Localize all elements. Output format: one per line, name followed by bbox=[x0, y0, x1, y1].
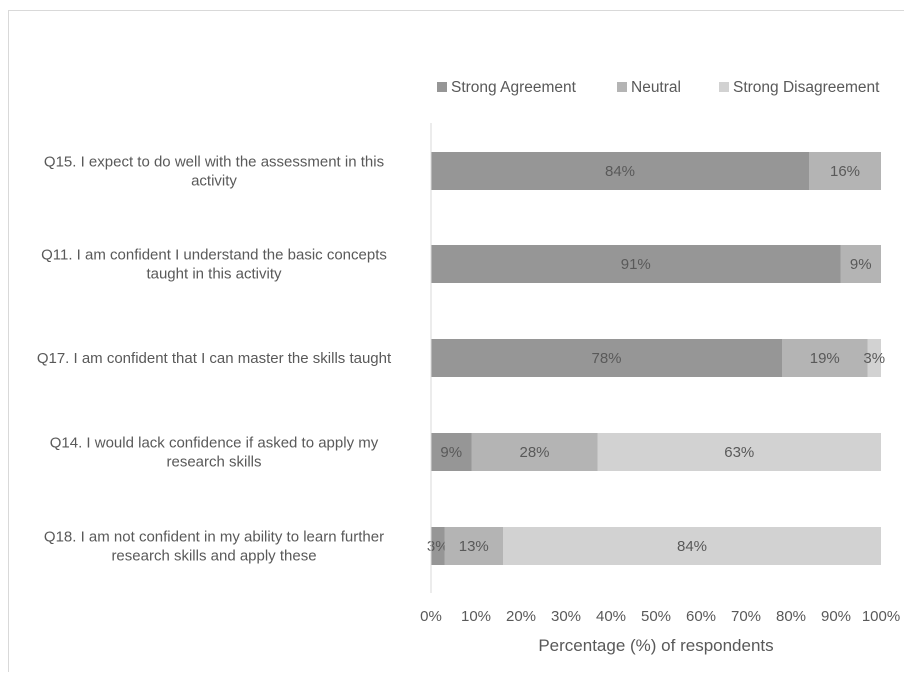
x-tick-label: 70% bbox=[731, 608, 761, 625]
bar-segment bbox=[431, 152, 809, 190]
chart-frame bbox=[8, 10, 904, 672]
data-label: 78% bbox=[591, 350, 621, 367]
x-tick-label: 0% bbox=[420, 608, 442, 625]
category-label: Q15. I expect to do well with the assess… bbox=[44, 154, 384, 171]
data-label: 91% bbox=[621, 256, 651, 273]
x-tick-label: 90% bbox=[821, 608, 851, 625]
bar-segment bbox=[431, 339, 782, 377]
x-tick-label: 10% bbox=[461, 608, 491, 625]
x-tick-label: 40% bbox=[596, 608, 626, 625]
bar-segment bbox=[809, 152, 881, 190]
data-label: 9% bbox=[850, 256, 872, 273]
data-label: 84% bbox=[605, 163, 635, 180]
category-label: research skills and apply these bbox=[111, 548, 316, 565]
bar-segment bbox=[444, 527, 503, 565]
category-label: research skills bbox=[166, 454, 261, 471]
data-label: 9% bbox=[440, 444, 462, 461]
data-label: 28% bbox=[519, 444, 549, 461]
data-label: 3% bbox=[427, 538, 449, 555]
x-tick-label: 30% bbox=[551, 608, 581, 625]
x-tick-label: 60% bbox=[686, 608, 716, 625]
category-label: Q18. I am not confident in my ability to… bbox=[44, 529, 384, 546]
category-label: Q14. I would lack confidence if asked to… bbox=[50, 435, 379, 452]
legend-swatch-1 bbox=[617, 82, 627, 92]
bar-segment bbox=[431, 245, 841, 283]
legend-label-0: Strong Agreement bbox=[451, 79, 577, 96]
bars: 84% 16% 91% 9% 78% 19% 3% 9% 28% 63% 3% 13% 84% bbox=[427, 152, 885, 565]
category-label: Q17. I am confident that I can master th… bbox=[37, 350, 392, 367]
x-tick-label: 20% bbox=[506, 608, 536, 625]
x-tick-label: 80% bbox=[776, 608, 806, 625]
data-label: 3% bbox=[863, 350, 885, 367]
legend-swatch-2 bbox=[719, 82, 729, 92]
legend: Strong Agreement Neutral Strong Disagreeme… bbox=[437, 79, 880, 96]
data-label: 84% bbox=[677, 538, 707, 555]
data-label: 19% bbox=[810, 350, 840, 367]
x-axis-title: Percentage (%) of respondents bbox=[538, 636, 773, 655]
category-label: taught in this activity bbox=[146, 266, 282, 283]
category-label: Q11. I am confident I understand the bas… bbox=[41, 247, 387, 264]
category-labels: Q15. I expect to do well with the assess… bbox=[37, 154, 392, 565]
bar-segment bbox=[597, 433, 881, 471]
bar-segment bbox=[431, 527, 445, 565]
data-label: 63% bbox=[724, 444, 754, 461]
legend-label-2: Strong Disagreement bbox=[733, 79, 880, 96]
bar-segment bbox=[840, 245, 881, 283]
bar-segment bbox=[431, 433, 472, 471]
bar-segment bbox=[471, 433, 598, 471]
x-tick-label: 100% bbox=[862, 608, 900, 625]
x-axis-ticks: 0% 10% 20% 30% 40% 50% 60% 70% 80% 90% 100% bbox=[420, 608, 900, 625]
bar-segment bbox=[782, 339, 868, 377]
category-label: activity bbox=[191, 173, 237, 190]
legend-swatch-0 bbox=[437, 82, 447, 92]
x-tick-label: 50% bbox=[641, 608, 671, 625]
legend-label-1: Neutral bbox=[631, 79, 681, 96]
data-label: 16% bbox=[830, 163, 860, 180]
bar-segment bbox=[503, 527, 881, 565]
data-label: 13% bbox=[459, 538, 489, 555]
bar-segment bbox=[867, 339, 881, 377]
